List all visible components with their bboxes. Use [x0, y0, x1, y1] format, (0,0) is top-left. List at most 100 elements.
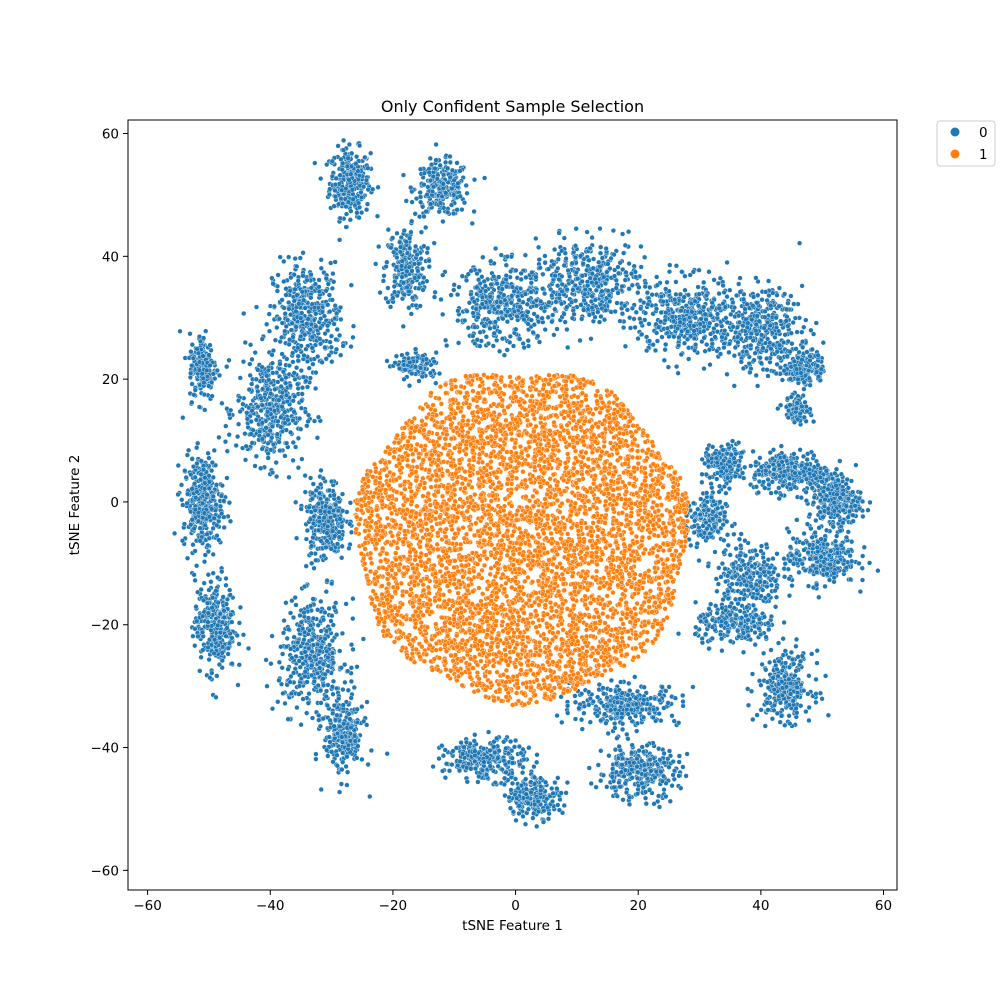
point-series-0 [216, 537, 222, 543]
point-series-0 [306, 504, 312, 510]
point-series-0 [284, 356, 290, 362]
point-series-0 [339, 491, 346, 497]
point-series-0 [259, 336, 265, 342]
point-series-0 [323, 628, 330, 634]
point-series-0 [524, 301, 530, 307]
point-series-0 [275, 699, 281, 705]
point-series-0 [412, 211, 418, 217]
point-series-0 [281, 258, 287, 265]
point-series-0 [464, 190, 470, 196]
point-series-0 [359, 210, 365, 216]
point-series-0 [528, 789, 534, 796]
point-series-0 [311, 653, 318, 660]
point-series-0 [318, 598, 324, 605]
point-series-0 [542, 327, 548, 333]
point-series-0 [302, 673, 308, 679]
point-series-0 [218, 493, 225, 499]
point-series-0 [191, 392, 197, 398]
point-series-0 [193, 604, 199, 610]
point-series-0 [331, 723, 337, 729]
point-series-0 [661, 705, 667, 711]
point-series-0 [549, 798, 556, 805]
point-series-0 [483, 334, 490, 340]
point-series-0 [217, 635, 223, 641]
point-series-0 [443, 761, 450, 767]
point-series-0 [286, 254, 292, 260]
point-series-0 [280, 369, 287, 375]
point-series-0 [572, 693, 578, 699]
point-series-0 [534, 823, 540, 830]
point-series-0 [481, 323, 487, 329]
point-series-0 [363, 177, 370, 183]
point-series-0 [440, 768, 446, 774]
point-series-0 [426, 258, 432, 264]
point-series-0 [304, 321, 310, 327]
point-series-0 [614, 695, 620, 701]
point-series-0 [563, 790, 569, 796]
point-series-0 [392, 289, 398, 295]
point-series-0 [346, 141, 353, 148]
point-series-0 [476, 773, 482, 780]
point-series-0 [290, 359, 296, 365]
point-series-0 [504, 309, 511, 315]
point-series-0 [635, 769, 641, 775]
point-series-0 [418, 365, 424, 371]
point-series-0 [624, 706, 630, 713]
point-series-0 [457, 168, 463, 174]
point-series-0 [408, 185, 414, 191]
point-series-0 [321, 514, 327, 521]
point-series-0 [200, 515, 206, 521]
point-series-0 [223, 633, 229, 639]
point-series-0 [410, 295, 416, 301]
point-series-0 [412, 275, 418, 281]
point-series-0 [325, 323, 331, 329]
point-series-0 [178, 482, 185, 488]
point-series-0 [514, 795, 520, 801]
point-series-0 [301, 352, 307, 359]
point-series-0 [397, 249, 404, 255]
point-series-0 [228, 612, 234, 618]
point-series-0 [247, 361, 253, 367]
point-series-0 [269, 275, 275, 281]
point-series-0 [201, 392, 208, 398]
point-series-0 [620, 797, 626, 803]
point-series-0 [454, 160, 460, 166]
point-series-0 [549, 785, 555, 792]
point-series-0 [245, 645, 252, 652]
point-series-0 [348, 678, 355, 685]
point-series-0 [265, 432, 271, 438]
point-series-0 [525, 806, 532, 812]
point-series-0 [302, 473, 308, 479]
point-series-0 [557, 796, 563, 803]
point-series-0 [330, 528, 336, 534]
point-series-0 [326, 487, 333, 494]
point-series-0 [326, 605, 332, 612]
point-series-0 [328, 618, 334, 624]
point-series-0 [550, 790, 556, 797]
point-series-0 [325, 281, 331, 287]
point-series-0 [399, 263, 405, 269]
point-series-0 [640, 749, 647, 755]
point-series-0 [537, 775, 544, 781]
point-series-0 [200, 353, 206, 359]
point-series-0 [626, 680, 632, 687]
point-series-0 [564, 703, 571, 709]
point-series-0 [286, 474, 292, 480]
point-series-0 [331, 203, 337, 209]
point-series-0 [535, 808, 542, 815]
point-series-0 [287, 383, 294, 389]
point-series-0 [603, 720, 609, 726]
point-series-0 [276, 659, 283, 665]
point-series-0 [449, 761, 455, 768]
point-series-0 [457, 193, 463, 199]
point-series-0 [248, 342, 254, 348]
point-series-0 [311, 678, 317, 685]
point-series-0 [203, 328, 209, 334]
point-series-0 [268, 391, 274, 397]
point-series-0 [619, 726, 626, 733]
point-series-0 [451, 210, 457, 217]
point-series-0 [290, 457, 296, 464]
point-series-0 [326, 509, 332, 515]
point-series-0 [229, 635, 235, 641]
point-series-0 [683, 773, 689, 779]
